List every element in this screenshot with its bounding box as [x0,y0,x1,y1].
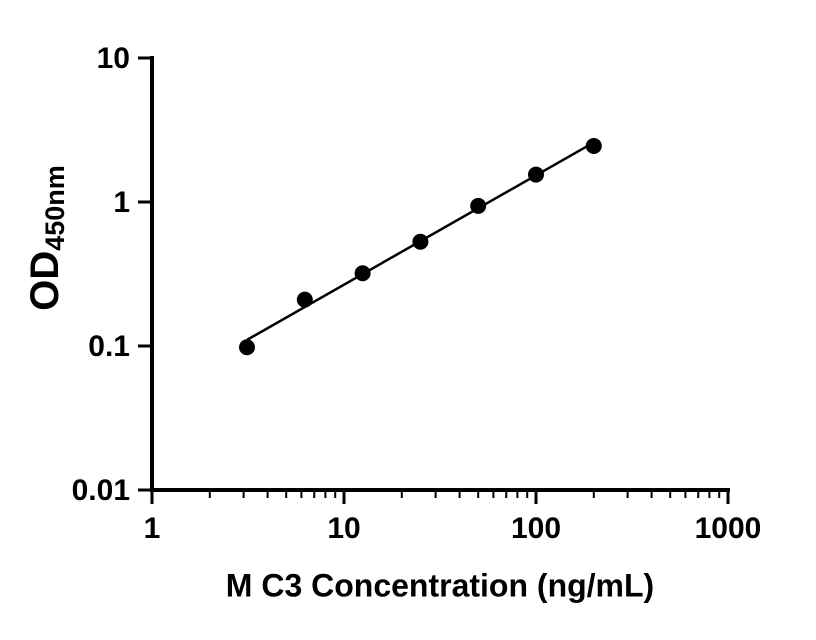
x-tick-label: 1 [144,512,161,545]
x-tick-label: 10 [327,512,360,545]
y-tick-label: 1 [113,186,130,219]
x-tick-label: 1000 [695,512,762,545]
data-point [470,197,487,214]
y-tick-label: 0.1 [88,330,130,363]
data-point [354,265,371,282]
data-point [296,291,313,308]
y-axis-title-subscript: 450nm [40,165,70,251]
x-axis-title: M C3 Concentration (ng/mL) [225,567,655,604]
x-tick-label: 100 [511,512,561,545]
data-point [412,233,429,250]
y-tick-label: 10 [97,42,130,75]
data-point [585,137,602,154]
y-axis-title: OD450nm [23,165,70,311]
y-tick-label: 0.01 [72,474,130,507]
data-point [528,166,544,183]
y-axis-title-main: OD [23,250,67,311]
data-point [239,339,256,356]
